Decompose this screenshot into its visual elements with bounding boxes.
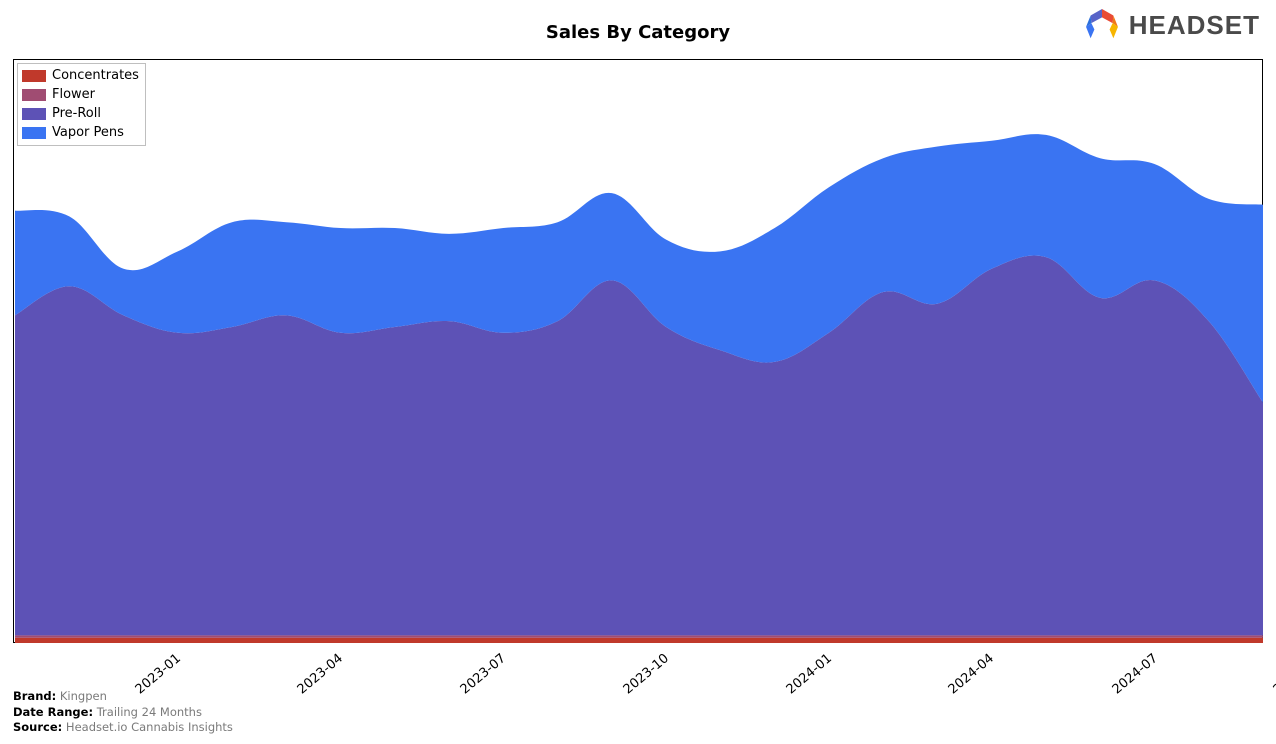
legend-item: Vapor Pens (22, 124, 139, 143)
legend-swatch (22, 108, 46, 120)
footer-source-label: Source: (13, 720, 62, 734)
footer-brand-label: Brand: (13, 689, 56, 703)
plot-area (13, 59, 1263, 643)
legend-swatch (22, 89, 46, 101)
brand-logo-text: HEADSET (1129, 10, 1260, 41)
area-chart-svg (15, 61, 1263, 643)
x-tick-label: 2024-07 (1109, 651, 1160, 697)
chart-footer: Brand: Kingpen Date Range: Trailing 24 M… (13, 689, 233, 736)
legend-label: Pre-Roll (52, 105, 101, 124)
legend-label: Flower (52, 86, 95, 105)
legend-item: Concentrates (22, 67, 139, 86)
footer-source-row: Source: Headset.io Cannabis Insights (13, 720, 233, 736)
x-tick-label: 2023-04 (295, 651, 346, 697)
legend-label: Vapor Pens (52, 124, 124, 143)
headset-logo-icon (1083, 6, 1121, 44)
legend-swatch (22, 127, 46, 139)
legend: ConcentratesFlowerPre-RollVapor Pens (17, 63, 146, 146)
footer-daterange-row: Date Range: Trailing 24 Months (13, 705, 233, 721)
x-tick-label: 2023-07 (458, 651, 509, 697)
x-tick-label: 2024-04 (946, 651, 997, 697)
footer-source-value: Headset.io Cannabis Insights (66, 720, 233, 734)
x-tick-label: 2023-10 (620, 651, 671, 697)
legend-label: Concentrates (52, 67, 139, 86)
chart-container: Sales By Category HEADSET ConcentratesFl… (0, 0, 1276, 744)
footer-daterange-label: Date Range: (13, 705, 93, 719)
footer-brand-row: Brand: Kingpen (13, 689, 233, 705)
brand-logo: HEADSET (1083, 6, 1260, 44)
x-tick-label: 2024-01 (784, 651, 835, 697)
footer-brand-value: Kingpen (60, 689, 107, 703)
footer-daterange-value: Trailing 24 Months (97, 705, 202, 719)
legend-item: Pre-Roll (22, 105, 139, 124)
area-series (15, 638, 1263, 643)
x-tick-label: 2024-10 (1270, 651, 1276, 697)
area-series (15, 635, 1263, 637)
legend-item: Flower (22, 86, 139, 105)
legend-swatch (22, 70, 46, 82)
